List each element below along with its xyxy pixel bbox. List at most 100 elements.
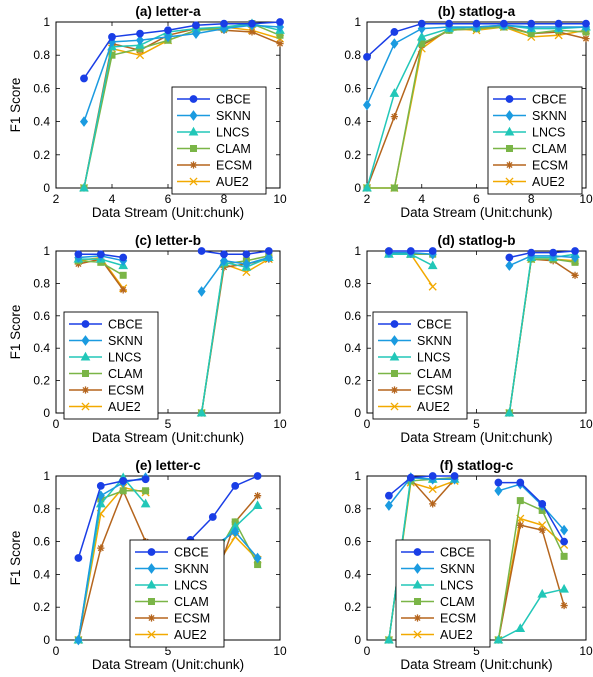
legend-label: CBCE — [216, 93, 251, 107]
y-tick-label: 0.8 — [33, 276, 50, 290]
x-tick-label: 4 — [418, 192, 425, 206]
legend-box — [487, 86, 583, 195]
series-cbce — [385, 472, 568, 546]
legend-label: SKNN — [216, 109, 251, 123]
legend-label: CLAM — [108, 367, 143, 381]
legend-box — [395, 539, 491, 648]
data-point — [96, 481, 105, 490]
legend-label: SKNN — [108, 334, 143, 348]
data-point — [197, 247, 206, 255]
series-cbce — [80, 18, 284, 83]
data-point — [231, 526, 240, 538]
legend-label: CBCE — [417, 318, 452, 332]
legend-marker — [505, 110, 514, 121]
legend-marker — [390, 320, 399, 328]
y-axis-label: F1 Score — [8, 78, 23, 133]
legend-label: AUE2 — [174, 628, 207, 642]
data-point — [516, 497, 524, 505]
legend-label: SKNN — [532, 109, 567, 123]
series-cbce — [74, 247, 273, 262]
data-point — [136, 29, 144, 38]
y-tick-label: 1 — [43, 15, 50, 29]
data-point — [390, 38, 399, 49]
y-tick-label: 0 — [43, 406, 50, 420]
x-tick-label: 10 — [579, 192, 593, 206]
y-tick-label: 1 — [43, 469, 50, 483]
data-point — [163, 31, 173, 43]
legend-marker — [188, 126, 199, 136]
series-line — [508, 258, 576, 414]
y-tick-label: 0.6 — [344, 309, 361, 323]
data-point — [494, 478, 503, 487]
x-axis-label: Data Stream (Unit:chunk) — [92, 205, 244, 220]
data-point — [428, 247, 437, 255]
data-point — [582, 35, 590, 43]
data-point — [516, 478, 525, 487]
y-tick-label: 0 — [354, 406, 361, 420]
data-point — [549, 248, 558, 257]
data-point — [505, 260, 514, 271]
legend-label: CBCE — [174, 546, 209, 560]
legend: CBCE SKNN LNCS CLAM ECSM AUE2 — [63, 311, 159, 420]
legend-marker — [390, 386, 399, 394]
legend-label: ECSM — [108, 384, 144, 398]
data-point — [252, 500, 263, 510]
legend-label: CLAM — [174, 595, 209, 609]
y-tick-label: 0.4 — [344, 341, 361, 355]
y-tick-label: 0 — [354, 181, 361, 195]
data-point — [254, 492, 262, 500]
x-tick-label: 8 — [528, 192, 535, 206]
x-tick-label: 2 — [364, 192, 371, 206]
data-point — [560, 524, 569, 536]
legend-marker — [506, 145, 513, 152]
legend-marker — [412, 579, 423, 589]
series-line — [77, 488, 147, 641]
data-point — [79, 182, 89, 192]
series-line — [388, 476, 455, 506]
data-point — [97, 544, 105, 552]
series-line — [189, 475, 258, 541]
data-point — [494, 485, 503, 497]
data-point — [390, 28, 399, 36]
data-point — [417, 23, 426, 34]
series-line — [200, 256, 270, 414]
y-tick-label: 0.4 — [33, 115, 50, 129]
y-tick-label: 0.2 — [344, 600, 361, 614]
legend-marker — [413, 630, 422, 639]
data-point — [192, 21, 200, 30]
legend-box — [129, 539, 225, 648]
legend-marker — [505, 95, 514, 103]
x-axis-label: Data Stream (Unit:chunk) — [92, 430, 244, 445]
legend-label: SKNN — [440, 562, 475, 576]
legend-marker — [81, 320, 90, 328]
legend-box — [372, 311, 468, 420]
legend-label: CBCE — [532, 93, 567, 107]
data-point — [141, 475, 150, 484]
legend-label: LNCS — [216, 126, 249, 140]
data-point — [560, 552, 568, 560]
data-point — [164, 26, 172, 35]
data-point — [538, 526, 546, 534]
x-tick-label: 4 — [109, 192, 116, 206]
y-tick-label: 0.6 — [344, 81, 361, 95]
data-point — [220, 19, 228, 28]
legend-marker — [414, 598, 421, 605]
chart-title: (f) statlog-c — [440, 458, 514, 473]
y-tick-label: 0.6 — [344, 535, 361, 549]
data-point — [504, 407, 515, 417]
data-point — [220, 250, 228, 259]
data-point — [538, 499, 547, 508]
data-point — [231, 481, 240, 490]
legend-label: LNCS — [417, 351, 450, 365]
legend-marker — [413, 614, 422, 622]
chart-panel-1: 0 0.2 0.4 0.6 0.8 1 2 4 6 8 10 (a) letter-a Data Str… — [8, 4, 287, 220]
legend-marker — [147, 563, 156, 574]
legend-box — [63, 311, 159, 420]
data-point — [119, 271, 127, 279]
data-point — [560, 601, 568, 610]
data-point — [416, 31, 427, 41]
